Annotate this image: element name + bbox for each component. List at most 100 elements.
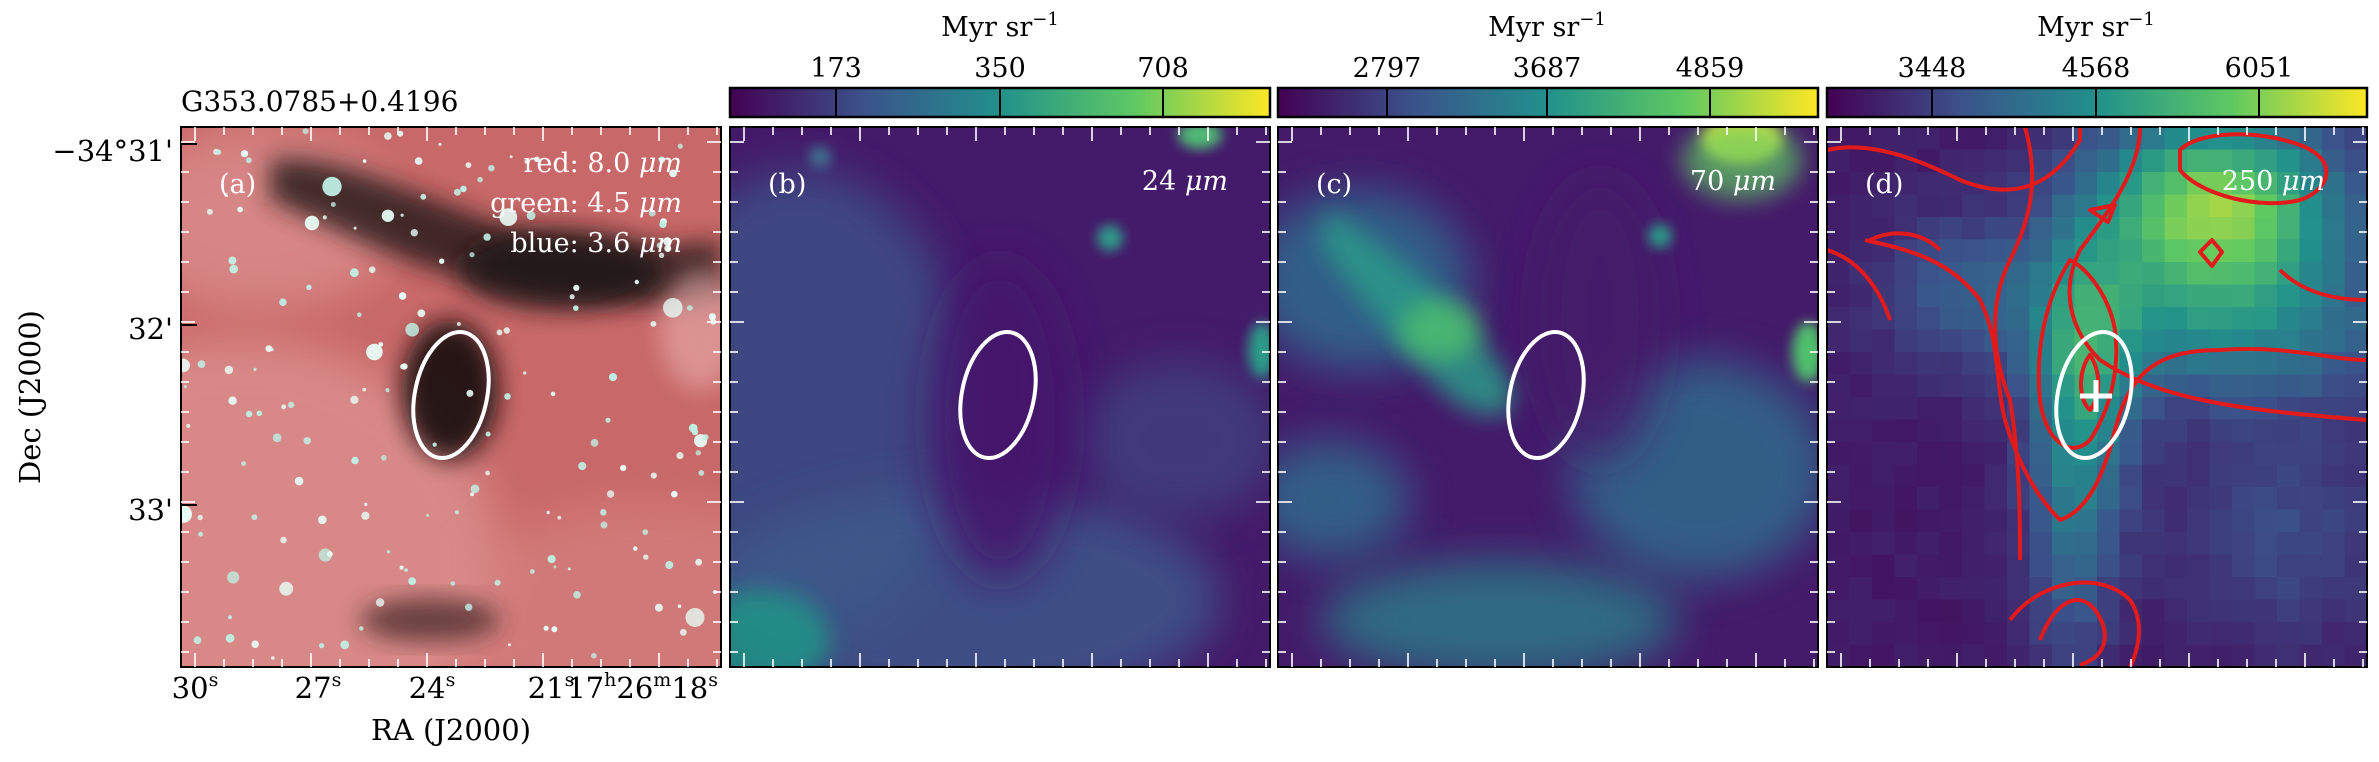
map-pixel: [2344, 487, 2367, 511]
star: [687, 305, 693, 311]
map-pixel: [2164, 577, 2188, 601]
map-pixel: [2052, 554, 2076, 578]
map-pixel: [2277, 464, 2301, 488]
map-pixel: [2209, 194, 2233, 218]
source-ellipse: [2054, 329, 2134, 461]
map-pixel: [1939, 329, 1963, 353]
map-pixel: [1849, 307, 1873, 331]
map-pixel: [2029, 442, 2053, 466]
ra-axis: 30s 27s 24s 21s 17h26m18s RA (J2000): [172, 669, 718, 747]
panel-b: (b) 24 μm: [729, 126, 1271, 668]
star: [304, 215, 320, 231]
map-pixel: [1962, 194, 1986, 218]
map-pixel: [1827, 194, 1851, 218]
map-pixel: [2097, 217, 2121, 241]
map-pixel: [2209, 284, 2233, 308]
map-pixel: [2119, 419, 2143, 443]
dec-axis-label: Dec (J2000): [13, 310, 47, 484]
map-pixel: [2097, 487, 2121, 511]
star: [357, 312, 362, 318]
map-pixel: [2254, 149, 2278, 173]
map-pixel: [2119, 284, 2143, 308]
star: [432, 442, 437, 447]
map-pixel: [2209, 307, 2233, 331]
map-pixel: [1849, 577, 1873, 601]
map-pixel: [2344, 532, 2367, 556]
map-pixel: [2052, 599, 2076, 623]
map-pixel: [2052, 374, 2076, 398]
map-pixel: [1827, 644, 1851, 667]
map-pixel: [1894, 532, 1918, 556]
star: [350, 395, 359, 404]
map-pixel: [2074, 284, 2098, 308]
intensity-contours: [1827, 127, 2367, 667]
map-pixel: [2277, 487, 2301, 511]
map-pixel: [2277, 622, 2301, 646]
colorbar-b-tick-3: 708: [1137, 53, 1189, 84]
star: [272, 433, 282, 443]
map-pixel: [1939, 487, 1963, 511]
star: [237, 206, 244, 213]
star: [349, 268, 359, 278]
map-pixel: [1894, 172, 1918, 196]
map-pixel: [2209, 127, 2233, 151]
map-pixel: [2187, 352, 2211, 376]
map-pixel: [1917, 464, 1941, 488]
map-pixel: [2322, 644, 2346, 667]
star: [401, 363, 408, 370]
map-pixel: [2232, 554, 2256, 578]
map-pixel: [2142, 442, 2166, 466]
map-pixel: [2254, 374, 2278, 398]
map-pixel: [1962, 599, 1986, 623]
star: [404, 568, 408, 572]
dec-tick-label-1: −34°31': [52, 134, 173, 168]
map-pixel: [1849, 397, 1873, 421]
map-pixel: [2187, 532, 2211, 556]
map-pixel: [2119, 487, 2143, 511]
star: [456, 322, 461, 326]
ra-tick-label-2: 27s: [295, 669, 342, 705]
map-pixel: [1984, 644, 2008, 667]
map-pixel: [1827, 577, 1851, 601]
star: [251, 514, 258, 521]
map-pixel: [2209, 509, 2233, 533]
map-pixel: [1939, 127, 1963, 151]
map-pixel: [2277, 239, 2301, 263]
map-pixel: [2322, 374, 2346, 398]
star: [224, 192, 228, 197]
map-pixel: [2119, 509, 2143, 533]
map-pixel: [2119, 194, 2143, 218]
map-pixel: [2209, 149, 2233, 173]
map-pixel: [1962, 622, 1986, 646]
map-pixel: [2209, 374, 2233, 398]
map-pixel: [2232, 599, 2256, 623]
map-pixel: [2187, 397, 2211, 421]
map-pixel: [2187, 149, 2211, 173]
map-pixel: [1849, 532, 1873, 556]
map-pixel: [2029, 149, 2053, 173]
map-pixel: [1827, 172, 1851, 196]
map-pixel: [2322, 172, 2346, 196]
map-pixel: [2232, 622, 2256, 646]
map-pixel: [1939, 194, 1963, 218]
map-pixel: [2209, 577, 2233, 601]
map-pixel: [2007, 307, 2031, 331]
map-pixel: [1849, 554, 1873, 578]
legend-red: red: 8.0 μm: [523, 148, 682, 179]
map-pixel: [2142, 329, 2166, 353]
star: [663, 237, 672, 246]
map-pixel: [2142, 622, 2166, 646]
map-pixel: [2164, 554, 2188, 578]
star: [698, 470, 705, 476]
map-pixel: [1939, 307, 1963, 331]
star: [534, 156, 540, 163]
star: [384, 132, 392, 140]
map-pixel: [2119, 217, 2143, 241]
map-pixel: [2007, 149, 2031, 173]
star: [656, 242, 663, 249]
map-pixel: [2232, 464, 2256, 488]
map-pixel: [2164, 622, 2188, 646]
map-pixel: [1849, 644, 1873, 667]
star: [665, 561, 674, 569]
map-pixel: [2029, 509, 2053, 533]
